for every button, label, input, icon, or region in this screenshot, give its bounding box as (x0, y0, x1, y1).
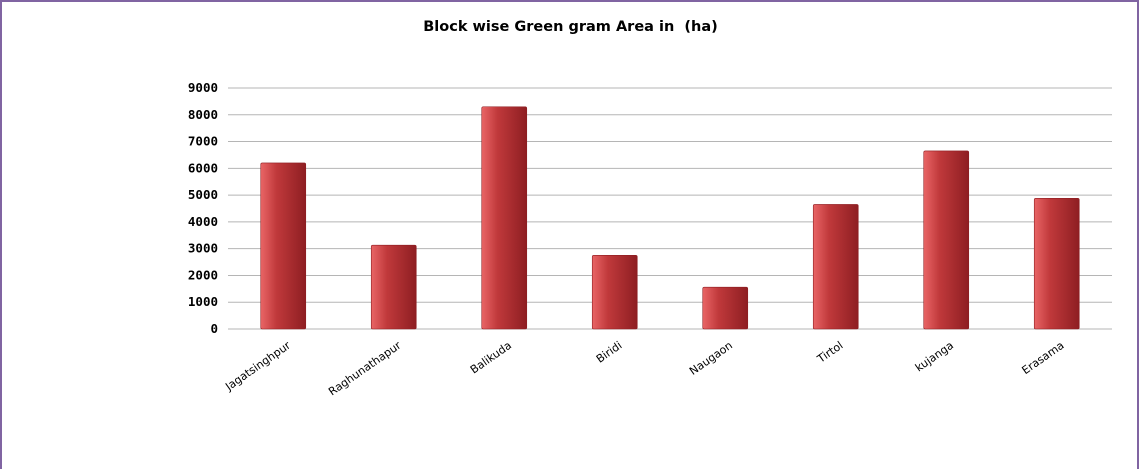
y-axis-tick-labels: 0 1000 2000 3000 4000 5000 6000 7000 8000 9000 (188, 80, 218, 336)
bar-jagatsinghpur (260, 162, 307, 330)
y-tick-label: 7000 (188, 134, 218, 149)
y-tick-label: 8000 (188, 107, 218, 122)
bar-tirtol (812, 204, 859, 330)
bar-balikuda (481, 106, 528, 330)
x-axis-category-labels: Jagatsinghpur Raghunathapur Balikuda Biridi… (222, 339, 1066, 399)
y-tick-label: 5000 (188, 187, 218, 202)
y-tick-label: 0 (210, 321, 218, 336)
y-tick-label: 2000 (188, 267, 218, 282)
y-tick-label: 3000 (188, 241, 218, 256)
x-category-label: Biridi (594, 339, 625, 366)
x-category-label: Tirtol (814, 339, 845, 366)
x-category-label: Balikuda (468, 339, 514, 377)
chart-title: Block wise Green gram Area in (ha) (423, 19, 718, 35)
x-category-label: Naugaon (687, 339, 735, 378)
x-category-label: Jagatsinghpur (222, 339, 293, 394)
y-tick-label: 1000 (188, 294, 218, 309)
gridlines (228, 87, 1112, 330)
bar-kujanga (923, 150, 970, 330)
bar-erasama (1033, 198, 1080, 330)
bar-raghunathapur (370, 244, 417, 330)
bars (260, 106, 1080, 330)
x-category-label: kujanga (913, 339, 956, 375)
x-category-label: Erasama (1020, 339, 1067, 377)
y-tick-label: 9000 (188, 80, 218, 95)
bar-biridi (591, 255, 638, 330)
y-tick-label: 4000 (188, 214, 218, 229)
y-tick-label: 6000 (188, 160, 218, 175)
x-category-label: Raghunathapur (326, 339, 404, 399)
bar-naugaon (702, 286, 749, 330)
